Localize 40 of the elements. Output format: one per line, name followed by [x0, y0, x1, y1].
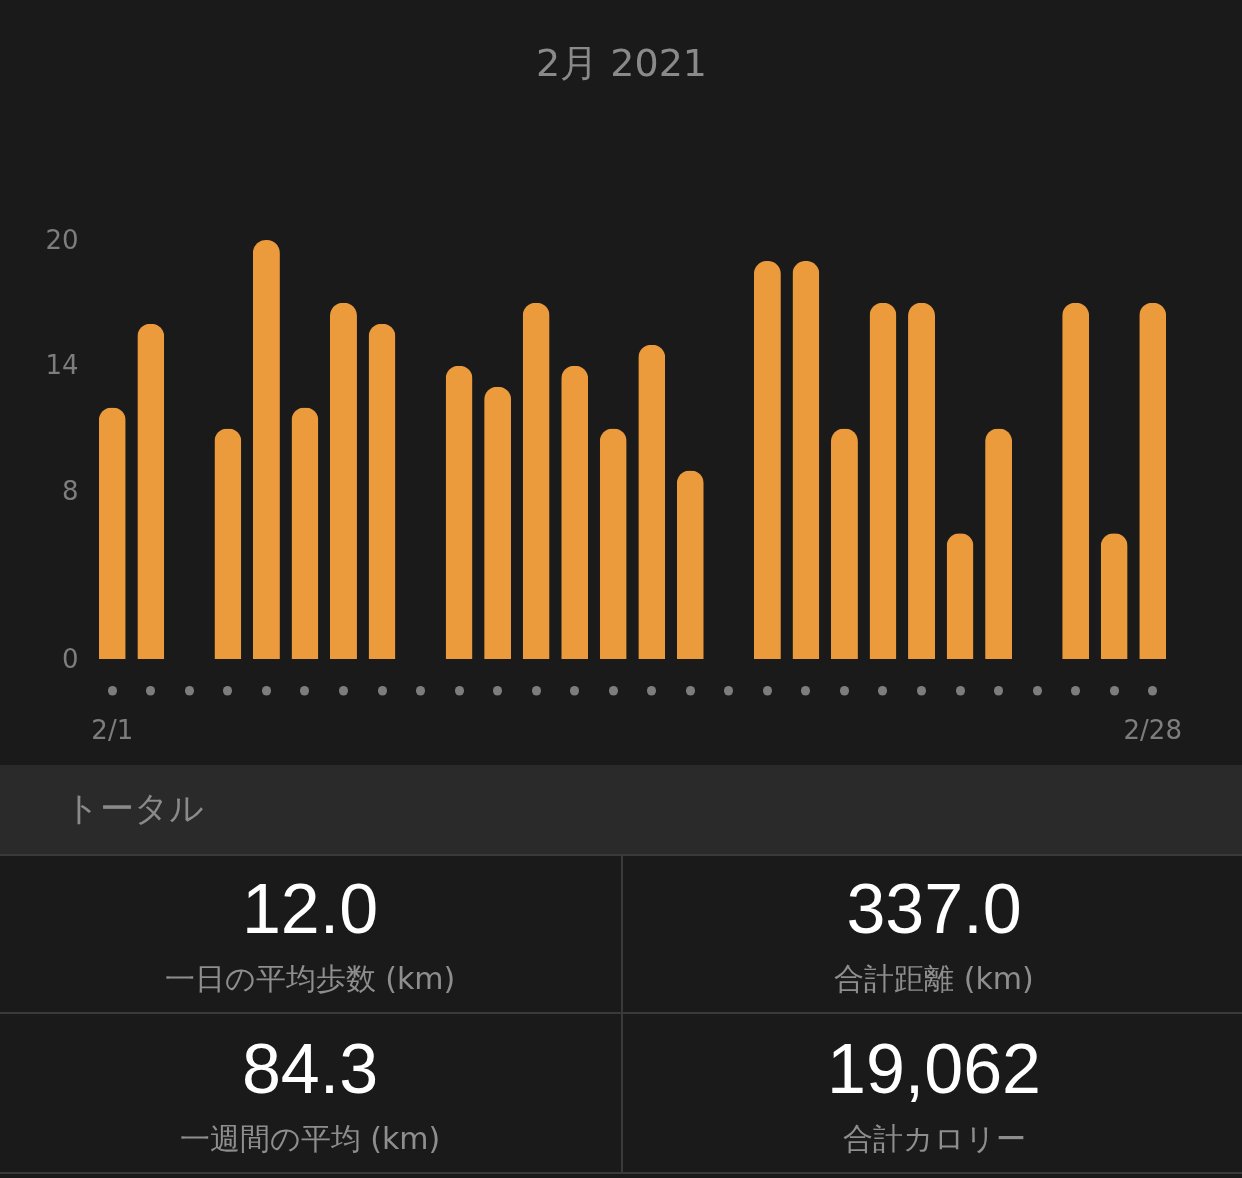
text: 19,062 — [826, 1030, 1042, 1108]
text: 一週間の平均 (km) — [179, 1121, 441, 1156]
bar — [368, 323, 396, 659]
bar — [753, 260, 781, 659]
bar — [329, 302, 357, 659]
bar — [676, 470, 704, 659]
chart-title: 2月 2021 — [536, 41, 707, 85]
bar — [98, 407, 126, 659]
bar — [908, 302, 936, 659]
bar — [214, 428, 242, 659]
text: 12.0 — [241, 870, 379, 948]
bar — [484, 386, 512, 659]
bar — [522, 302, 550, 659]
text: 一日の平均歩数 (km) — [164, 961, 456, 996]
bar — [830, 428, 858, 659]
bar — [599, 428, 627, 659]
x-tick-label: 2/1 — [91, 715, 134, 745]
text: 合計カロリー — [842, 1121, 1026, 1156]
bar — [946, 533, 974, 659]
text: トータル — [65, 788, 204, 828]
bar — [638, 344, 666, 659]
bar — [445, 365, 473, 659]
bar — [1100, 533, 1128, 659]
bar — [1139, 302, 1167, 659]
y-tick-label: 14 — [45, 350, 79, 381]
bar — [252, 240, 280, 659]
bar — [869, 302, 897, 659]
bar — [137, 323, 165, 659]
y-tick-label: 0 — [61, 643, 79, 674]
text: 337.0 — [846, 870, 1022, 948]
y-tick-label: 20 — [45, 224, 79, 255]
bar — [792, 260, 820, 659]
text: 84.3 — [241, 1030, 379, 1108]
bar — [985, 428, 1013, 659]
text: 合計距離 (km) — [834, 961, 1034, 996]
bar — [561, 365, 589, 659]
bar — [1062, 302, 1090, 659]
y-tick-label: 8 — [61, 475, 79, 506]
x-tick-label: 2/28 — [1123, 715, 1182, 745]
bar — [291, 407, 319, 659]
